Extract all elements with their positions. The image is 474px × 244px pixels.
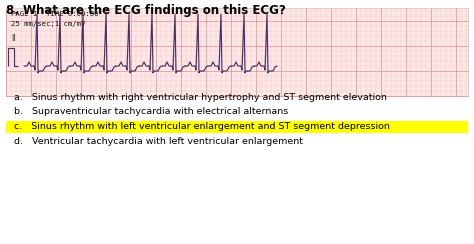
Text: 25 mm/sec;1 cm/mV: 25 mm/sec;1 cm/mV — [11, 21, 85, 27]
Text: 8. What are the ECG findings on this ECG?: 8. What are the ECG findings on this ECG… — [6, 4, 286, 17]
FancyBboxPatch shape — [6, 121, 468, 132]
Text: PAGE I  TIME 0:00:00: PAGE I TIME 0:00:00 — [11, 11, 99, 17]
Text: II: II — [11, 34, 16, 43]
Text: d.   Ventricular tachycardia with left ventricular enlargement: d. Ventricular tachycardia with left ven… — [14, 136, 303, 145]
Text: c.   Sinus rhythm with left ventricular enlargement and ST segment depression: c. Sinus rhythm with left ventricular en… — [14, 122, 390, 131]
FancyBboxPatch shape — [6, 8, 468, 96]
Text: a.   Sinus rhythm with right ventricular hypertrophy and ST segment elevation: a. Sinus rhythm with right ventricular h… — [14, 93, 387, 102]
Text: b.   Supraventricular tachycardia with electrical alternans: b. Supraventricular tachycardia with ele… — [14, 108, 288, 116]
